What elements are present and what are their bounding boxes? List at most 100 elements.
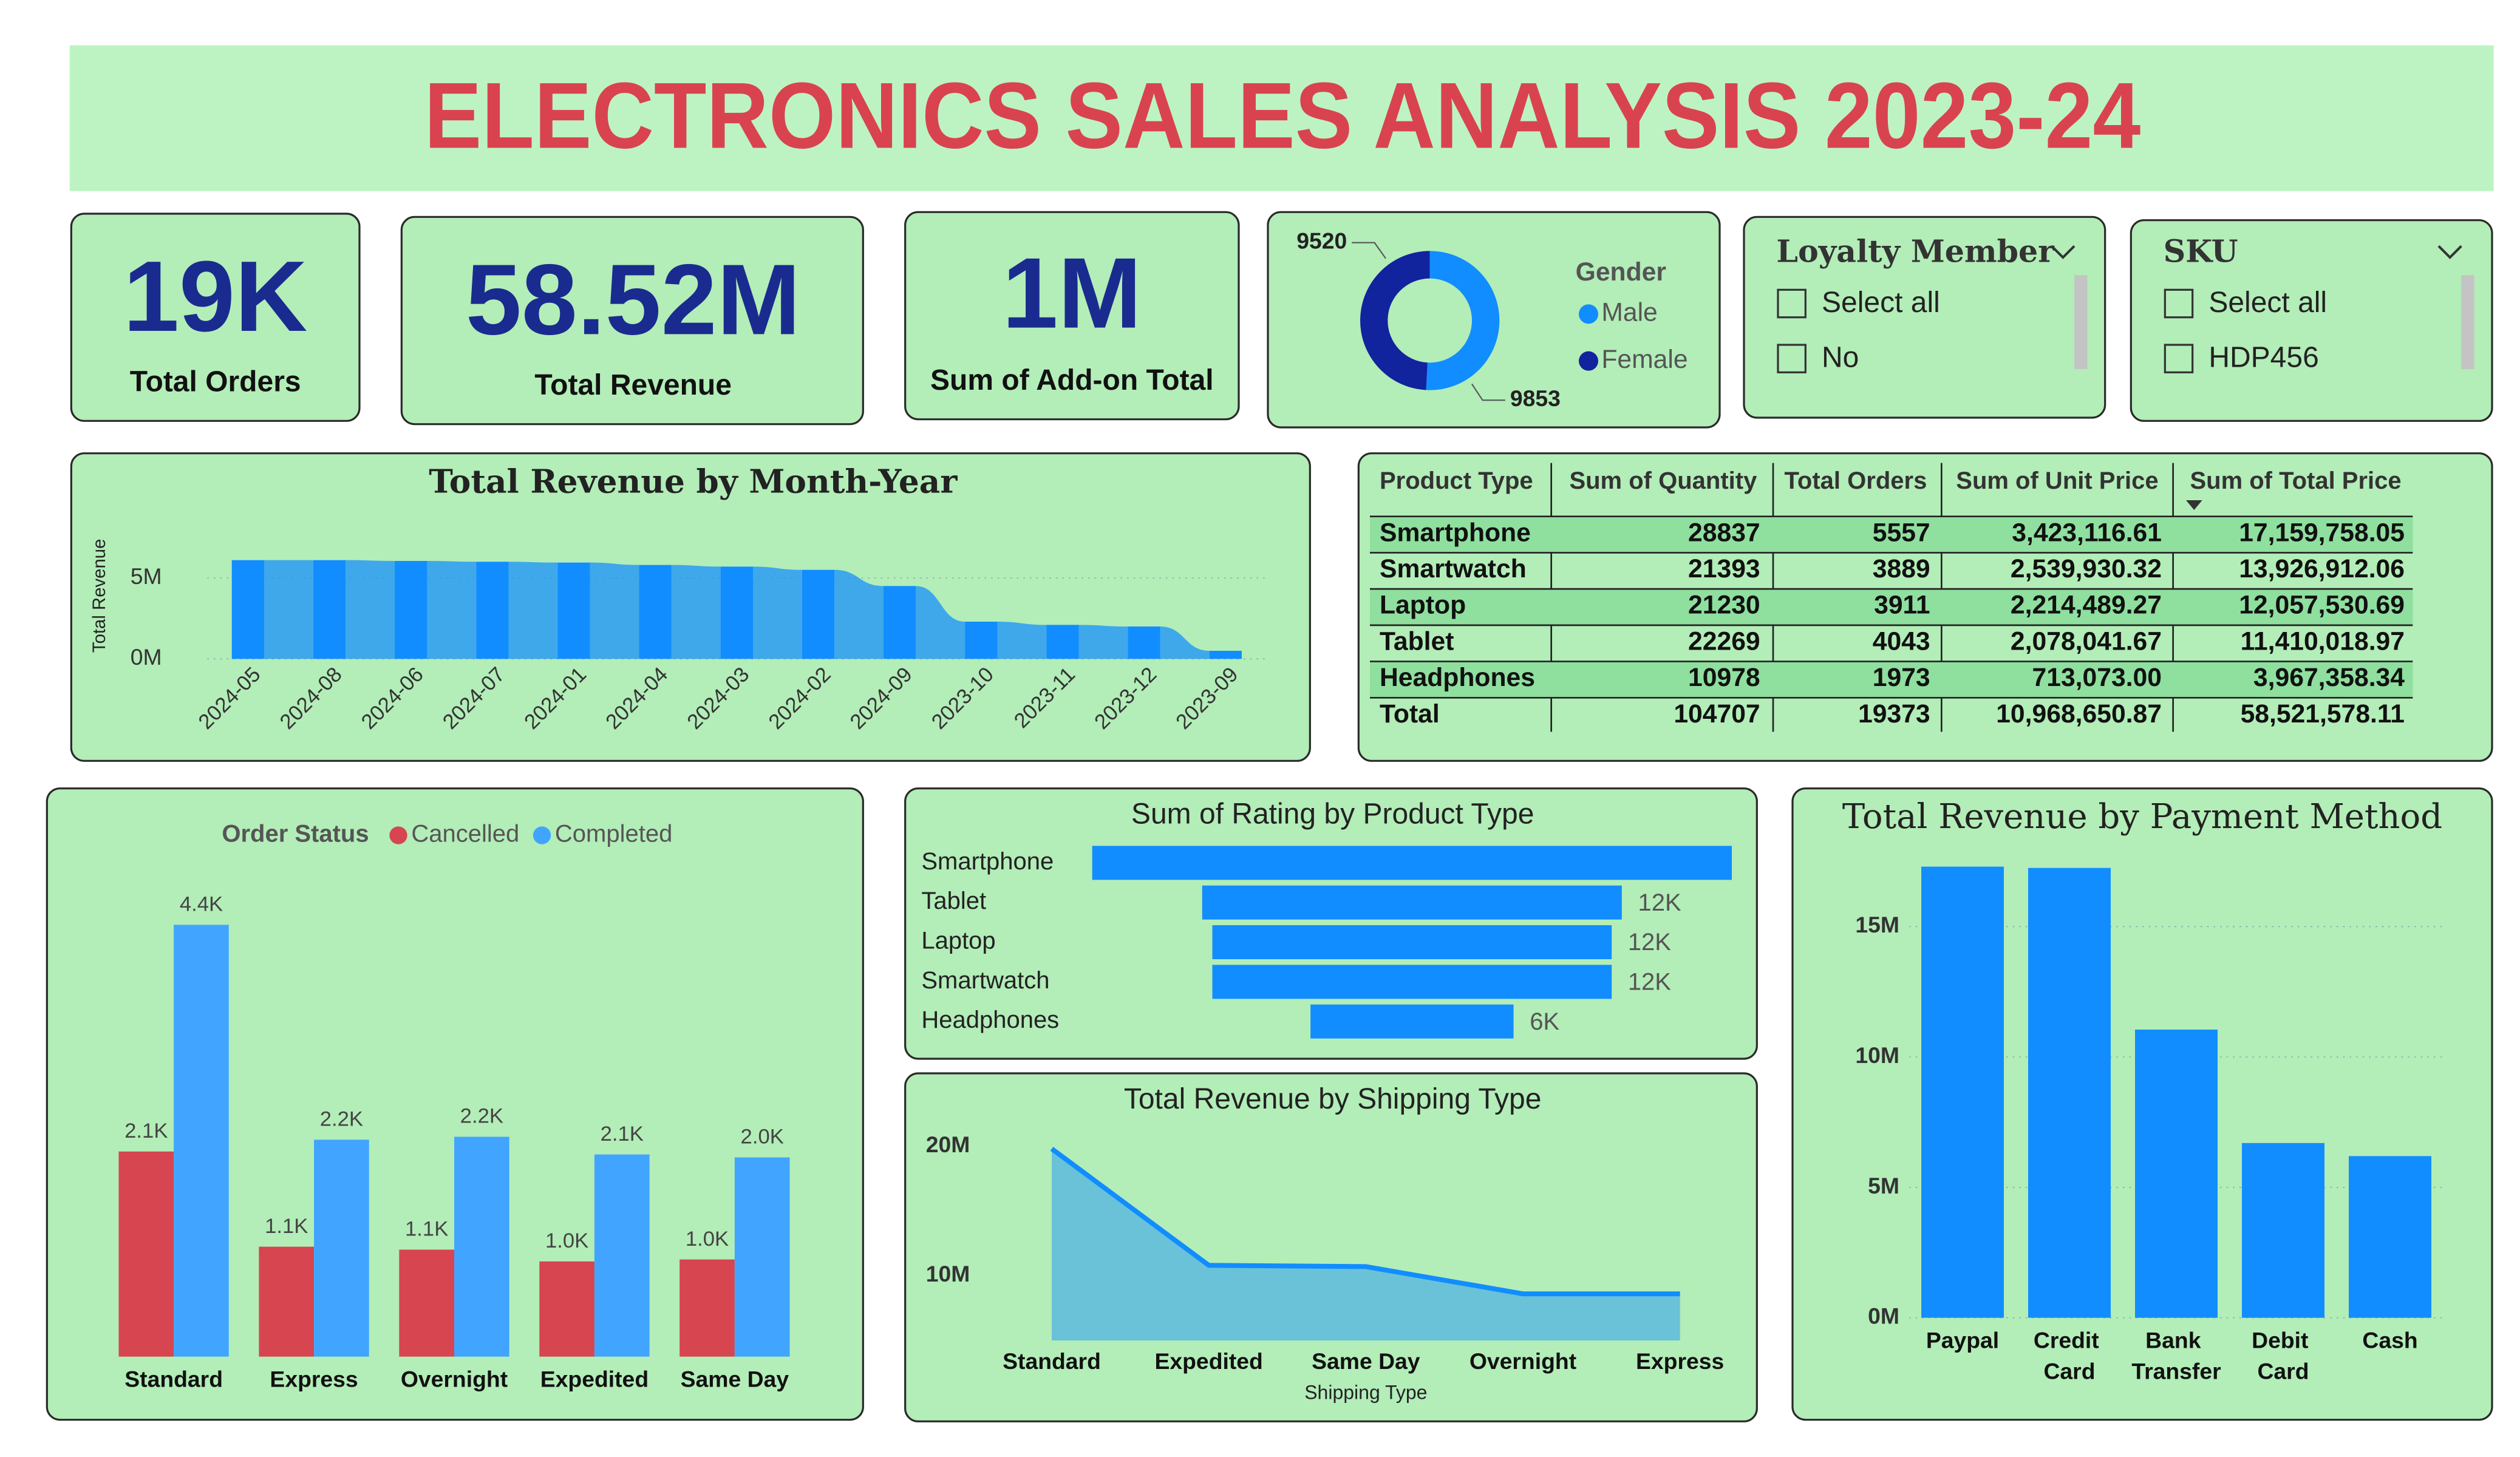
bar [476,562,509,659]
ribbon [1160,627,1210,659]
slicer-panel [2130,219,2493,422]
bar [454,1136,509,1357]
bar [734,1157,790,1357]
funnel-bar [1212,965,1612,999]
y-axis-title: Total Revenue [89,539,109,653]
legend-marker [1579,304,1598,324]
data-label: 2.2K [320,1108,363,1131]
ribbon [1078,625,1128,659]
slicer-item: Select all [1822,287,1940,319]
data-label: 2.0K [741,1126,784,1149]
legend-label: Female [1601,345,1687,374]
bar [2135,1030,2218,1318]
checkbox[interactable] [2164,344,2194,373]
x-tick-label: Overnight [1469,1348,1576,1374]
chart-title: Total Revenue by Payment Method [1842,797,2442,837]
table-total-cell: 10,968,650.87 [1996,699,2162,728]
chart-panel [904,1072,1758,1422]
table-cell: 3911 [1874,591,1930,620]
kpi-card [70,212,361,422]
bar [639,565,672,659]
table-cell: 2,539,930.32 [2011,554,2162,583]
legend-title: Order Status [222,821,369,847]
table-header: Total Orders [1784,467,1927,494]
checkbox[interactable] [2164,288,2194,319]
chart-title: Total Revenue by Shipping Type [1124,1083,1542,1115]
x-tick-label: Standard [124,1367,223,1392]
legend-marker [533,826,551,844]
table-total-cell: 104707 [1674,699,1760,728]
ribbon [997,622,1047,659]
data-label: 4.4K [180,892,223,915]
legend-marker [389,826,407,844]
ribbon [916,586,965,659]
chart-title: Total Revenue by Month-Year [429,462,958,500]
data-label: 2.1K [601,1122,644,1146]
table-cell: 2,078,041.67 [2011,627,2162,656]
table-cell: Tablet [1380,627,1454,656]
data-label: 9520 [1296,228,1347,254]
x-tick-label: Cash [2362,1328,2417,1353]
bar [2242,1143,2324,1318]
x-tick-label: Same Day [1312,1348,1420,1374]
x-tick-label: Bank Transfer [2131,1328,2221,1384]
category-label: Headphones [921,1007,1059,1033]
ribbon [264,560,313,659]
donut-slice [1426,251,1500,390]
y-tick-label: 15M [1855,912,1899,937]
bar [883,586,916,659]
bar [720,566,753,659]
table-cell: 1973 [1873,663,1930,692]
bar [313,560,346,659]
funnel-bar [1310,1004,1514,1039]
data-label: 1.1K [405,1218,448,1241]
y-tick-label: 0M [131,644,162,670]
kpi-value: 1M [1002,237,1142,350]
table-header: Product Type [1380,467,1533,494]
data-label: 12K [1628,969,1671,996]
x-tick-label: Expedited [540,1367,649,1392]
table-total-cell: Total [1380,699,1440,728]
table-row-band [1370,516,2413,552]
data-label: 1.0K [686,1228,729,1251]
x-tick-label: Same Day [681,1367,789,1392]
data-label: 1.1K [265,1215,308,1238]
table-row-band [1370,661,2413,698]
checkbox[interactable] [1777,344,1807,373]
x-tick-label: Debit Card [2252,1328,2315,1384]
table-header: Sum of Total Price [2190,467,2401,494]
table-cell: 4043 [1873,627,1930,656]
donut-slice [1360,251,1430,390]
data-label: 2.2K [460,1105,503,1128]
checkbox[interactable] [1777,288,1807,319]
leader-line [1352,242,1386,259]
legend-label: Male [1601,298,1657,327]
bar [594,1154,650,1357]
y-tick-label: 10M [1855,1042,1899,1068]
x-tick-label: Standard [1003,1348,1101,1374]
dropdown-chevron[interactable] [2051,245,2076,259]
y-tick-label: 10M [926,1261,970,1286]
data-label: 12K [1638,889,1681,916]
table-cell: 13,926,912.06 [2239,554,2405,583]
dropdown-chevron[interactable] [2437,245,2462,259]
x-tick-label: Express [270,1367,358,1392]
bar [2028,868,2111,1318]
table-cell: Laptop [1380,591,1466,620]
funnel-bar [1202,885,1622,920]
data-label: 12K [1628,929,1671,956]
data-label: 1.0K [545,1229,588,1252]
bar [1209,651,1242,659]
bar [314,1139,369,1357]
x-tick-label: Paypal [1926,1328,1999,1353]
slicer-title: SKU [2164,233,2238,270]
bar [1128,627,1160,659]
legend-label: Cancelled [411,821,519,847]
chart-title: Sum of Rating by Product Type [1131,798,1534,830]
leader-line [1471,383,1505,401]
bar [1921,866,2004,1318]
ribbon [590,562,639,659]
ribbon [671,565,721,659]
